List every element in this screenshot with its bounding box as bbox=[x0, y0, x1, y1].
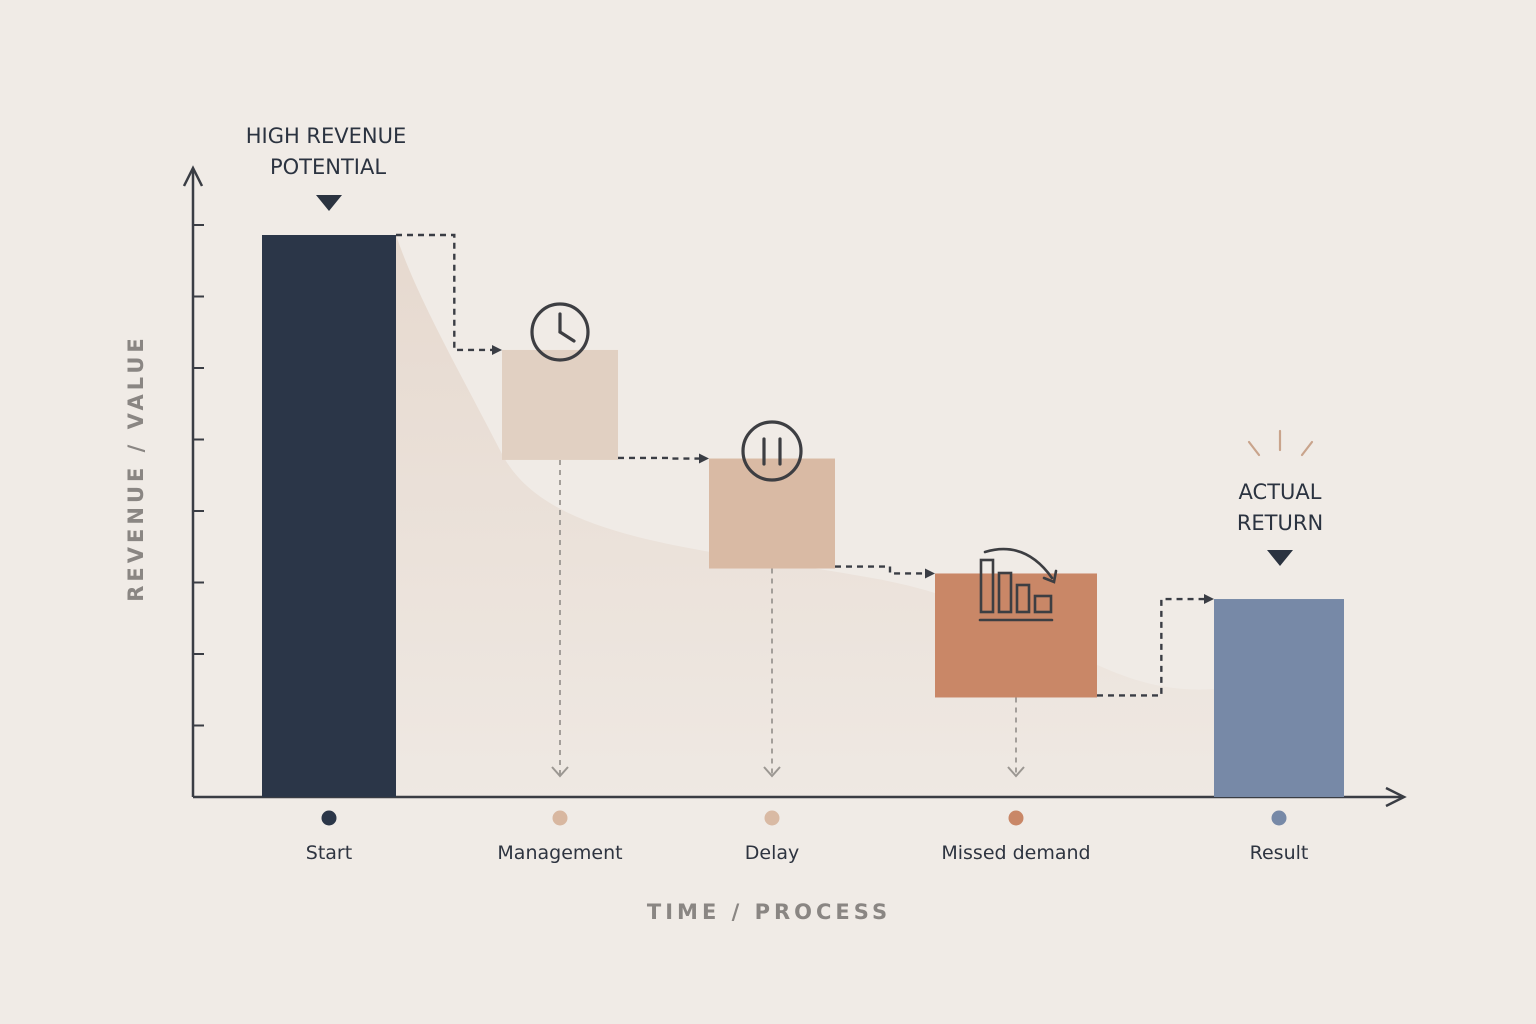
category-marker bbox=[764, 810, 780, 826]
category-marker bbox=[552, 810, 568, 826]
y-axis-ticks bbox=[193, 224, 204, 727]
step-connector bbox=[396, 233, 498, 352]
x-tick-label: Start bbox=[306, 842, 352, 864]
connector-arrow-icon bbox=[699, 453, 709, 464]
category-marker bbox=[1008, 810, 1024, 826]
connector-arrow-icon bbox=[492, 344, 502, 355]
actual-return-line-1: ACTUAL bbox=[1239, 480, 1322, 504]
x-axis-title: TIME / PROCESS bbox=[647, 900, 891, 924]
drop-arrow-icon bbox=[1007, 766, 1025, 778]
bar-result bbox=[1214, 599, 1344, 797]
down-triangle-icon bbox=[1267, 550, 1293, 566]
connector-arrow-icon bbox=[1204, 594, 1214, 605]
connector-arrow-icon bbox=[925, 568, 935, 579]
high-revenue-line-1: HIGH REVENUE bbox=[246, 124, 407, 148]
drop-lines bbox=[551, 459, 1025, 778]
category-marker bbox=[1271, 810, 1287, 826]
y-axis-arrow-icon bbox=[182, 165, 204, 187]
step-connector bbox=[835, 565, 931, 575]
actual-return-callout: ACTUAL RETURN bbox=[1237, 429, 1323, 566]
high-revenue-line-2: POTENTIAL bbox=[270, 155, 386, 179]
x-tick-label: Delay bbox=[745, 842, 800, 864]
bars bbox=[262, 235, 1344, 797]
drop-arrow-icon bbox=[763, 766, 781, 778]
step-connector bbox=[1097, 597, 1210, 697]
high-revenue-callout: HIGH REVENUE POTENTIAL bbox=[246, 124, 407, 211]
sparkle-icon bbox=[1247, 429, 1314, 457]
x-tick-label: Management bbox=[497, 842, 622, 864]
down-triangle-icon bbox=[316, 195, 342, 211]
actual-return-line-2: RETURN bbox=[1237, 511, 1323, 535]
y-axis-title: REVENUE / VALUE bbox=[124, 334, 148, 602]
x-axis-categories: Start Management Delay Missed demand Result bbox=[306, 810, 1309, 864]
step-box-management bbox=[502, 349, 618, 460]
step-connectors bbox=[396, 233, 1214, 697]
declining-bars-icon bbox=[978, 547, 1058, 622]
x-axis-arrow-icon bbox=[1385, 786, 1407, 808]
x-tick-label: Missed demand bbox=[941, 842, 1090, 864]
step-connector bbox=[618, 456, 705, 460]
step-box-delay bbox=[709, 458, 835, 569]
pause-icon bbox=[741, 420, 803, 482]
bar-start bbox=[262, 235, 396, 797]
category-marker bbox=[321, 810, 337, 826]
drop-arrow-icon bbox=[551, 766, 569, 778]
x-tick-label: Result bbox=[1250, 842, 1309, 864]
clock-icon bbox=[530, 302, 590, 362]
